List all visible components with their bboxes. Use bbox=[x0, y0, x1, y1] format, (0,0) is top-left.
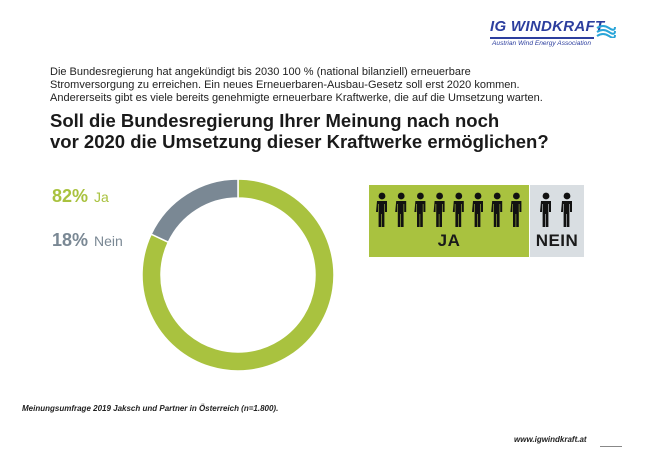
person-icon bbox=[540, 192, 551, 227]
people-panel-nein: NEIN bbox=[530, 185, 584, 257]
legend-ja-value: 82% bbox=[52, 186, 89, 206]
legend-ja: 82% Ja bbox=[52, 186, 109, 207]
legend-nein-value: 18% bbox=[52, 230, 89, 250]
people-label-nein: NEIN bbox=[535, 231, 579, 250]
legend-nein: 18% Nein bbox=[52, 230, 123, 251]
person-icon bbox=[561, 192, 572, 227]
question-line: Soll die Bundesregierung Ihrer Meinung n… bbox=[50, 110, 500, 131]
person-icon bbox=[376, 192, 387, 227]
donut-slice-nein bbox=[150, 178, 239, 244]
people-panel-ja: JA bbox=[369, 185, 529, 257]
logo-subtitle: Austrian Wind Energy Association bbox=[492, 40, 592, 47]
logo-name: IG WINDKRAFT bbox=[490, 18, 605, 35]
people-graphic: JA NEIN bbox=[369, 185, 584, 257]
people-figures-nein bbox=[540, 192, 572, 227]
question-line: vor 2020 die Umsetzung dieser Kraftwerke… bbox=[50, 131, 549, 152]
logo-rule bbox=[490, 37, 594, 39]
legend-ja-label: Ja bbox=[94, 189, 109, 205]
person-icon bbox=[510, 192, 522, 227]
intro-line: Die Bundesregierung hat angekündigt bis … bbox=[50, 66, 471, 78]
person-icon bbox=[452, 192, 464, 227]
person-icon bbox=[395, 192, 407, 227]
person-icon bbox=[433, 192, 445, 227]
person-icon bbox=[491, 192, 503, 227]
wind-logo-icon bbox=[596, 25, 616, 38]
website-url: www.igwindkraft.at bbox=[514, 435, 587, 444]
intro-line: Stromversorgung zu erreichen. Ein neues … bbox=[50, 79, 520, 91]
footer-rule bbox=[600, 446, 622, 447]
person-icon bbox=[414, 192, 426, 227]
legend-nein-label: Nein bbox=[94, 233, 123, 249]
donut-slice-ja bbox=[141, 178, 335, 372]
intro-text: Die Bundesregierung hat angekündigt bis … bbox=[50, 66, 570, 105]
intro-line: Andererseits gibt es viele bereits geneh… bbox=[50, 92, 543, 104]
donut-chart bbox=[141, 178, 335, 372]
source-note: Meinungsumfrage 2019 Jaksch und Partner … bbox=[22, 404, 279, 413]
people-label-ja: JA bbox=[437, 231, 461, 250]
question-heading: Soll die Bundesregierung Ihrer Meinung n… bbox=[50, 110, 610, 152]
logo: IG WINDKRAFT Austrian Wind Energy Associ… bbox=[490, 18, 620, 52]
people-figures-ja bbox=[376, 192, 522, 227]
person-icon bbox=[472, 192, 483, 227]
